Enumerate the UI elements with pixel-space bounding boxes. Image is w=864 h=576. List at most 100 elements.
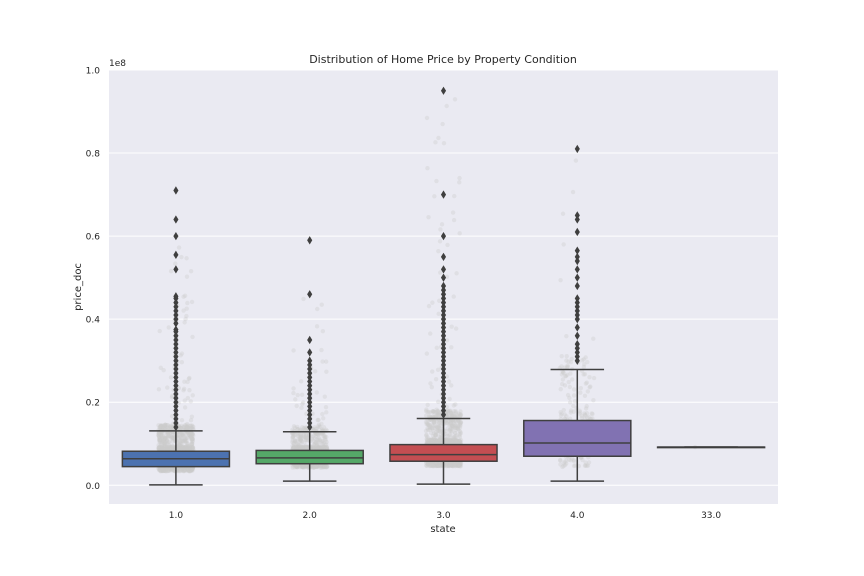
jitter-point [184,430,190,435]
jitter-point [583,406,589,411]
jitter-point [189,431,194,437]
jitter-point [186,376,192,382]
jitter-point [159,468,165,474]
jitter-point [188,468,194,473]
jitter-point [166,325,171,330]
jitter-point [169,414,175,419]
jitter-point [171,445,176,450]
jitter-point [162,442,168,448]
jitter-point [433,140,438,145]
jitter-point [448,462,453,468]
jitter-point [567,384,573,390]
jitter-point [160,445,165,450]
jitter-point [181,439,186,444]
jitter-point [184,438,189,443]
jitter-point [171,468,176,473]
jitter-point [170,431,175,436]
jitter-point [164,445,169,450]
jitter-point [170,435,175,440]
jitter-point [320,445,325,451]
jitter-point [182,405,188,410]
jitter-point [184,426,189,431]
jitter-point [295,427,300,432]
jitter-point [191,424,196,430]
jitter-point [189,437,194,442]
jitter-point [457,421,463,426]
jitter-point [184,431,189,437]
jitter-point [183,444,188,449]
jitter-point [440,121,445,127]
jitter-point [156,466,161,471]
jitter-point [183,467,188,473]
jitter-point [176,445,181,450]
jitter-point [165,446,170,451]
jitter-point [424,115,430,121]
jitter-point [160,466,165,471]
jitter-point [160,468,166,474]
jitter-point [177,467,183,472]
jitter-point [164,466,170,471]
jitter-point [161,425,167,431]
jitter-point [175,468,181,474]
jitter-point [185,441,190,446]
jitter-point [181,444,187,450]
jitter-point [158,467,163,473]
jitter-point [568,371,573,376]
jitter-point [568,359,574,365]
jitter-point [433,432,439,438]
jitter-point [189,442,194,447]
jitter-point [182,468,188,473]
jitter-point [315,444,321,450]
jitter-point [299,435,304,440]
jitter-point [585,415,590,420]
jitter-point [163,467,169,473]
jitter-point [181,468,187,474]
jitter-point [161,468,166,473]
jitter-point [578,390,583,395]
jitter-point [190,468,195,473]
jitter-point [158,467,163,472]
jitter-point [430,300,435,305]
jitter-point [160,445,165,450]
jitter-point [189,442,194,447]
jitter-point [188,466,193,472]
jitter-point [183,439,188,444]
y-tick-label: 0.6 [86,233,101,243]
jitter-point [180,438,185,443]
jitter-point [425,166,430,171]
jitter-point [187,375,192,381]
x-tick-label: 33.0 [701,511,721,521]
jitter-point [587,375,592,380]
jitter-point [157,467,162,472]
x-tick-labels: 1.0 2.0 3.0 4.0 33.0 [169,511,722,521]
jitter-point [178,446,183,452]
jitter-point [178,434,183,440]
jitter-point [298,433,304,438]
jitter-point [566,379,571,385]
jitter-point [166,466,171,471]
jitter-point [158,439,163,445]
jitter-point [292,432,297,437]
jitter-point [160,466,165,471]
x-tick-label: 2.0 [303,511,318,521]
jitter-point [316,445,322,450]
jitter-point [186,466,192,472]
jitter-point [169,466,174,472]
jitter-point [163,446,168,452]
jitter-point [157,424,163,430]
jitter-point [160,466,166,472]
jitter-point [163,434,169,439]
jitter-point [321,464,327,469]
y-tick-label: 0.8 [86,150,101,160]
jitter-point [300,446,306,451]
jitter-point [188,446,193,451]
jitter-point [168,446,173,451]
jitter-point [316,442,322,447]
jitter-point [167,433,173,439]
jitter-point [186,444,192,449]
jitter-point [178,468,183,474]
jitter-point [167,468,172,474]
jitter-point [189,435,194,440]
jitter-point [185,300,190,306]
